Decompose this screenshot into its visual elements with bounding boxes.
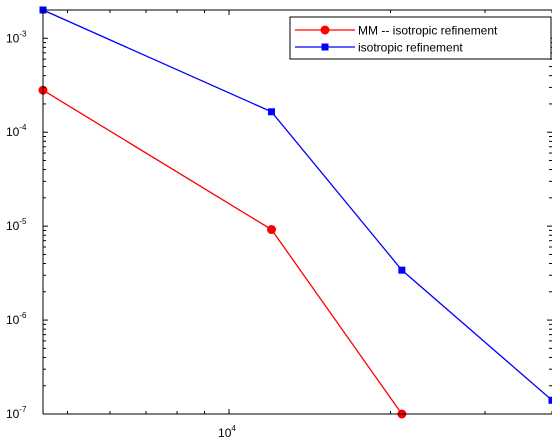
data-point-1-2 <box>398 266 406 274</box>
y-tick-label-1: 10-4 <box>6 123 27 139</box>
series-line-1 <box>42 9 552 401</box>
legend-marker-1 <box>321 43 329 51</box>
y-tick-label-3: 10-6 <box>6 311 27 327</box>
x-tick-label-0: 104 <box>218 424 236 440</box>
legend-label-1: isotropic refinement <box>358 41 463 55</box>
data-point-1-3 <box>548 396 552 404</box>
legend: MM -- isotropic refinement isotropic ref… <box>289 16 552 60</box>
plot-area <box>43 10 552 414</box>
y-tick-label-4: 10-7 <box>6 405 27 421</box>
legend-label-0: MM -- isotropic refinement <box>358 24 498 38</box>
y-tick-label-0: 10-3 <box>6 29 27 45</box>
legend-box <box>289 16 552 60</box>
data-point-1-1 <box>268 108 276 116</box>
axes-layer: 10-3 10-4 10-5 10-6 10-7 104 <box>6 9 552 440</box>
y-tick-label-2: 10-5 <box>6 217 27 233</box>
legend-marker-0 <box>320 25 330 35</box>
data-point-0-1 <box>267 225 277 235</box>
